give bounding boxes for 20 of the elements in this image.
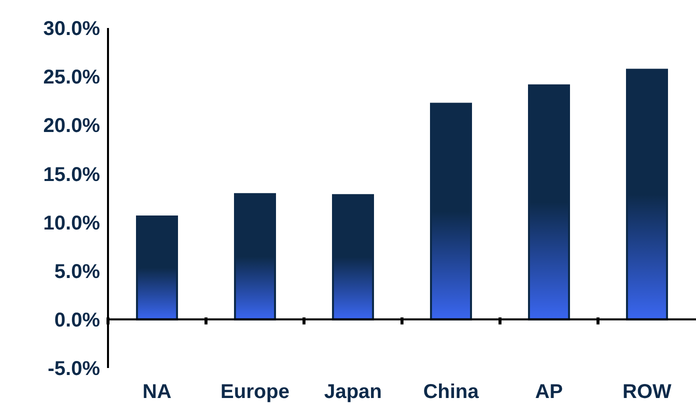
y-tick-label: -5.0% xyxy=(48,358,100,380)
y-tick-label: 20.0% xyxy=(43,115,100,138)
x-tick-label: NA xyxy=(142,381,172,404)
x-tick-label: China xyxy=(423,381,480,404)
y-tick-label: 0.0% xyxy=(54,310,100,332)
bar xyxy=(430,102,472,320)
bar xyxy=(332,194,374,320)
y-tick-label: 5.0% xyxy=(54,260,100,283)
bar xyxy=(234,193,276,320)
y-tick-label: 25.0% xyxy=(43,66,100,89)
bar xyxy=(528,84,570,320)
x-tick-label: Europe xyxy=(220,381,290,404)
y-tick-label: 15.0% xyxy=(43,164,100,186)
x-tick-label: ROW xyxy=(622,381,672,404)
y-tick-label: 30.0% xyxy=(43,18,100,40)
x-tick-label: Japan xyxy=(324,381,382,404)
bar xyxy=(136,215,178,320)
x-tick-label: AP xyxy=(535,381,563,404)
y-tick-label: 10.0% xyxy=(43,212,100,234)
bar xyxy=(626,68,668,320)
